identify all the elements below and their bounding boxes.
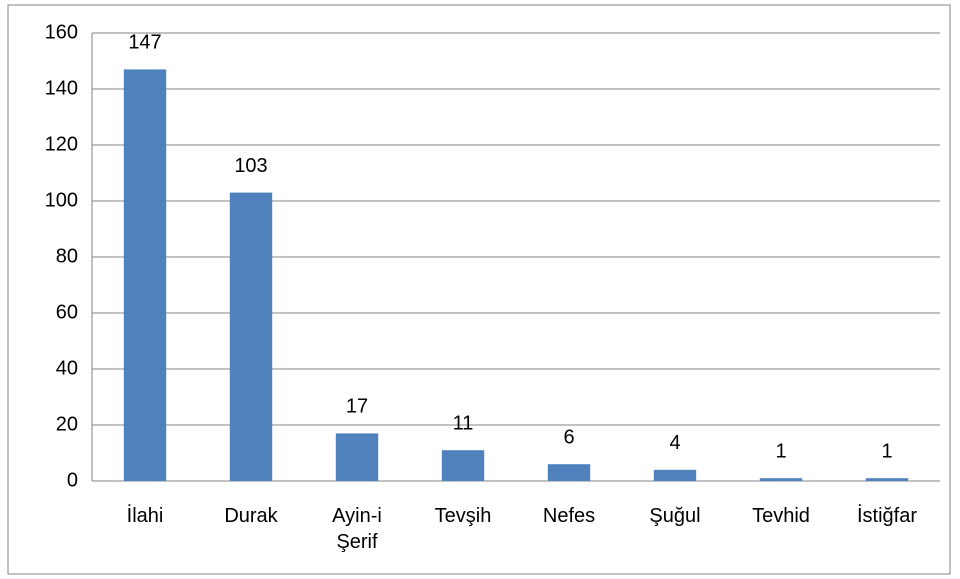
x-tick-label: Tevşih: [434, 505, 492, 527]
data-label: 147: [128, 32, 161, 54]
x-tick-label: Durak: [224, 505, 278, 527]
bar: [653, 469, 697, 481]
bar: [759, 478, 803, 481]
x-tick-label: Şuğul: [649, 505, 701, 527]
x-tick-label: Ayin-i Şerif: [332, 505, 382, 553]
y-tick-label: 20: [56, 413, 78, 435]
data-label: 1: [881, 440, 892, 462]
data-label: 103: [234, 155, 267, 177]
data-label: 4: [669, 432, 680, 454]
data-label: 6: [563, 426, 574, 448]
y-tick-label: 80: [56, 245, 78, 267]
x-tick-label: Nefes: [542, 505, 596, 527]
y-tick-label: 60: [56, 301, 78, 323]
bar: [335, 433, 379, 481]
y-tick-label: 120: [45, 133, 78, 155]
bar: [865, 478, 909, 481]
bar: [441, 450, 485, 481]
data-label: 17: [346, 396, 368, 418]
x-tick-label: İlahi: [126, 505, 164, 527]
y-tick-label: 160: [45, 21, 78, 43]
y-tick-label: 0: [67, 469, 78, 491]
y-tick-label: 100: [45, 189, 78, 211]
x-tick-label: Tevhid: [752, 505, 810, 527]
data-label: 1: [775, 440, 786, 462]
y-tick-label: 140: [45, 77, 78, 99]
bar: [123, 69, 167, 482]
bar: [229, 192, 273, 481]
bar: [547, 464, 591, 481]
data-label: 11: [453, 412, 474, 434]
x-tick-label: İstiğfar: [856, 505, 918, 527]
y-tick-label: 40: [56, 357, 78, 379]
